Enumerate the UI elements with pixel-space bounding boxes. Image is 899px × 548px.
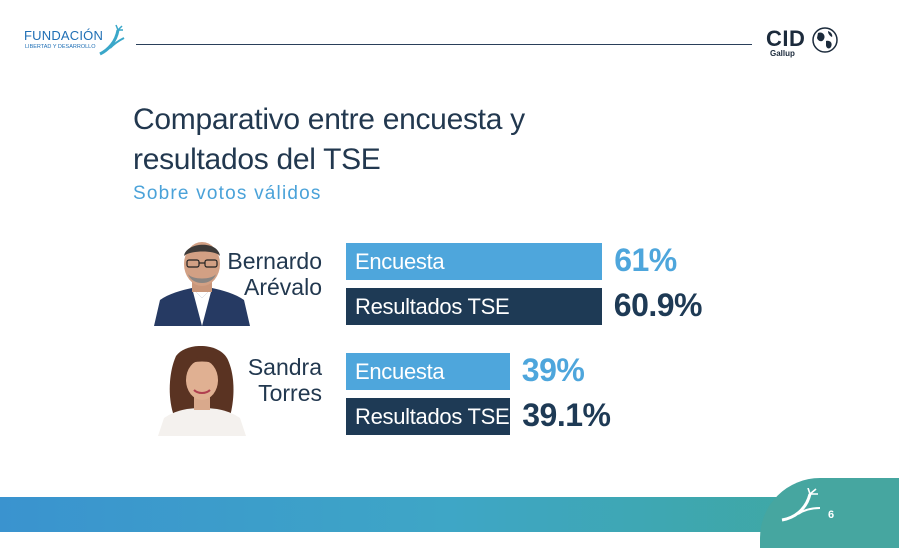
bar-encuesta: [346, 353, 510, 390]
chart-title: Comparativo entre encuesta y resultados …: [133, 100, 525, 180]
gallup-logo-text: Gallup: [770, 49, 795, 58]
fundacion-logo: FUNDACIÓN LIBERTAD Y DESARROLLO: [24, 24, 128, 62]
candidate-first-name: Sandra: [247, 354, 322, 380]
bar-series-label: Encuesta: [355, 359, 445, 384]
bar-series-label: Encuesta: [355, 249, 445, 274]
chart-title-line1: Comparativo entre encuesta y: [133, 103, 525, 136]
cid-logo-text: CID: [766, 26, 806, 51]
bird-icon: [781, 488, 821, 522]
candidate-last-name: Arévalo: [244, 274, 322, 300]
footer-band: [0, 497, 899, 532]
cid-gallup-logo: CID Gallup: [766, 26, 840, 60]
bar-series-label: Resultados TSE: [355, 294, 510, 319]
bar-resultados-tse: [346, 288, 602, 325]
fundacion-logo-name: FUNDACIÓN: [24, 28, 104, 43]
candidate-name-torres: Sandra Torres: [152, 354, 322, 406]
bar-encuesta: [346, 243, 603, 280]
chart-subtitle: Sobre votos válidos: [133, 183, 322, 204]
bar-series-label: Resultados TSE: [355, 404, 510, 429]
bird-icon: [99, 24, 125, 56]
chart-title-line2: resultados del TSE: [133, 143, 381, 176]
bar-value-label: 60.9%: [613, 287, 703, 323]
bar-value-label: 61%: [614, 242, 677, 278]
fundacion-logo-tagline: LIBERTAD Y DESARROLLO: [25, 44, 96, 50]
candidate-first-name: Bernardo: [227, 248, 322, 274]
bar-value-label: 39%: [521, 352, 585, 388]
candidate-last-name: Torres: [258, 380, 322, 406]
globe-icon: [812, 27, 838, 53]
page-number: 6: [828, 509, 835, 521]
bar-resultados-tse: [346, 398, 511, 435]
bar-value-label: 39.1%: [522, 397, 611, 433]
candidate-name-arevalo: Bernardo Arévalo: [152, 248, 322, 300]
torres-photo: [158, 346, 246, 436]
arevalo-photo: [154, 242, 250, 326]
header-divider: [136, 44, 752, 45]
